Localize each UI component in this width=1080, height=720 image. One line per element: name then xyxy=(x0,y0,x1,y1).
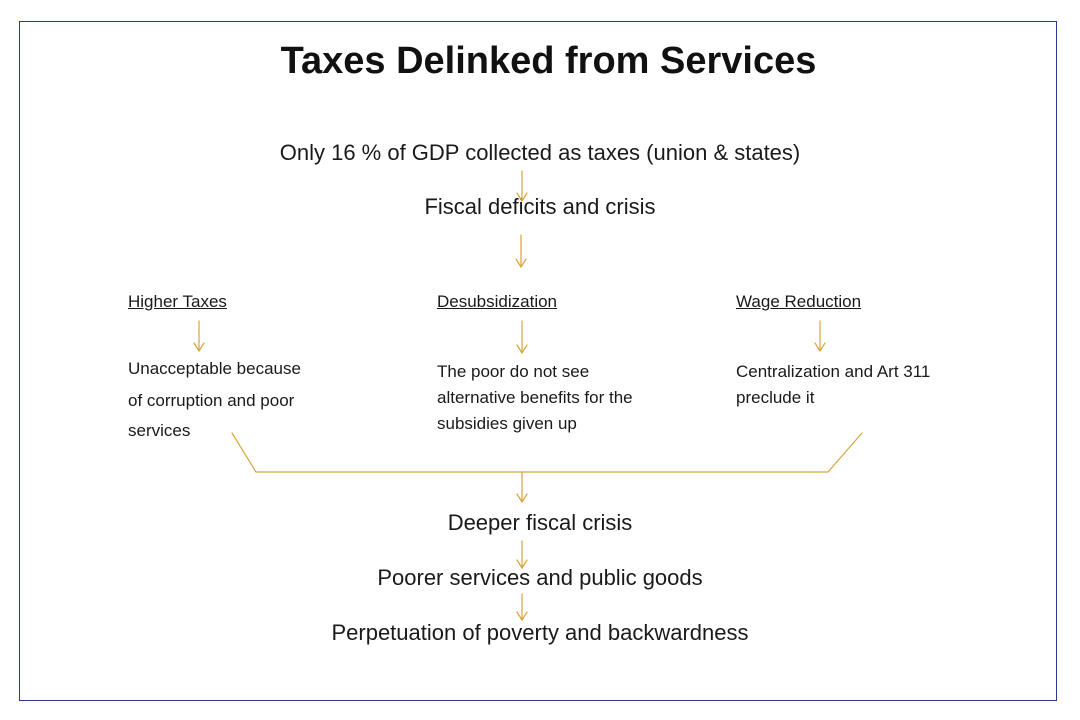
arrow-down-icon xyxy=(516,170,528,202)
flow-step-deeper-crisis: Deeper fiscal crisis xyxy=(447,510,633,535)
branch-text-line: alternative benefits for the xyxy=(437,388,633,407)
arrow-down-icon xyxy=(516,540,528,569)
branch-heading-desubsidization: Desubsidization xyxy=(437,292,558,311)
flow-step-perpetuation-poverty: Perpetuation of poverty and backwardness xyxy=(331,620,749,645)
arrow-down-icon xyxy=(193,320,205,352)
branch-text-line: subsidies given up xyxy=(437,414,577,433)
branch-body-higher-taxes: Unacceptable because of corruption and p… xyxy=(128,359,301,441)
branch-text-line: The poor do not see xyxy=(437,362,590,381)
branch-body-desubsidization: The poor do not see alternative benefits… xyxy=(437,359,633,437)
branch-heading-higher-taxes: Higher Taxes xyxy=(128,292,227,311)
flow-step-poorer-services: Poorer services and public goods xyxy=(377,565,703,590)
flow-step-gdp-taxes: Only 16 % of GDP collected as taxes (uni… xyxy=(279,140,801,165)
branch-text-line: services xyxy=(128,421,191,440)
branch-text-line: preclude it xyxy=(736,388,815,407)
branch-heading-wage-reduction: Wage Reduction xyxy=(736,292,862,311)
branch-body-wage-reduction: Centralization and Art 311 preclude it xyxy=(736,359,930,411)
arrow-down-icon xyxy=(515,234,527,268)
branch-text-line: Centralization and Art 311 xyxy=(736,362,931,381)
branch-text-line: Unacceptable because xyxy=(128,359,301,378)
arrow-down-icon xyxy=(516,320,528,354)
slide-border xyxy=(19,21,1057,701)
arrow-down-icon xyxy=(516,593,528,621)
arrow-down-icon xyxy=(814,320,826,352)
slide-title: Taxes Delinked from Services xyxy=(280,40,817,82)
flow-step-fiscal-deficits: Fiscal deficits and crisis xyxy=(424,194,656,219)
merge-bracket xyxy=(231,432,863,473)
branch-text-line: of corruption and poor xyxy=(128,391,295,410)
arrow-down-icon xyxy=(516,471,528,503)
